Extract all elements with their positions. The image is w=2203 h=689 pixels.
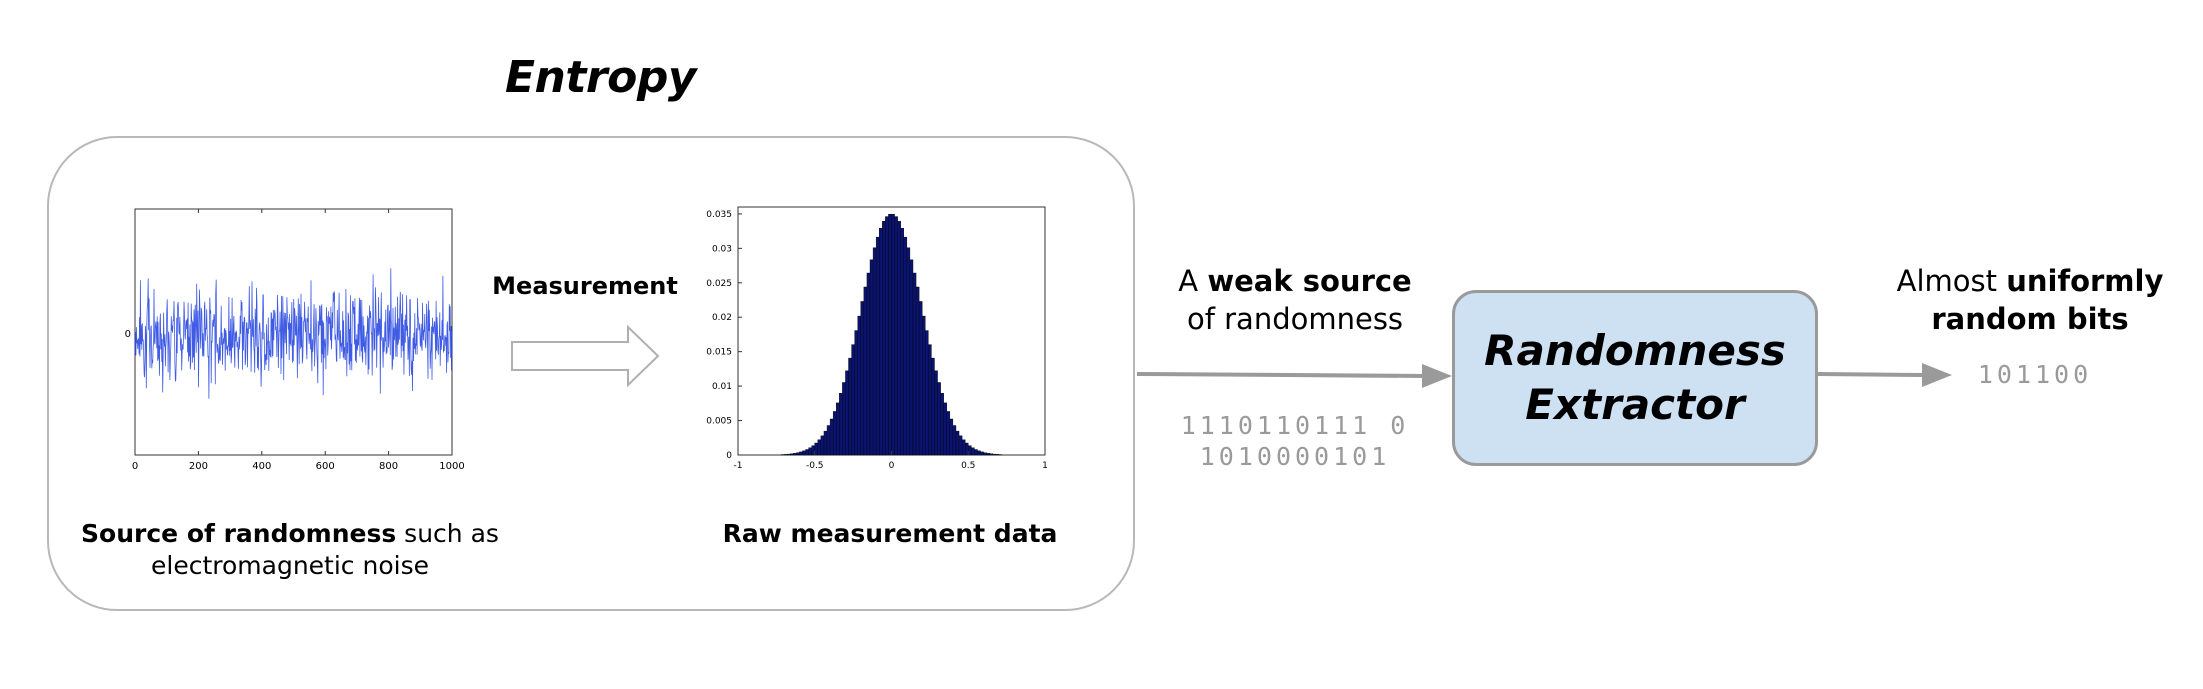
arrow-from-extractor: [1817, 372, 1926, 377]
input-bits-line-1: 1110110111 0: [1180, 411, 1410, 440]
uniform-bold-1: uniformly: [2006, 264, 2164, 298]
source-caption-rest-1: such as: [396, 519, 499, 548]
measurement-label: Measurement: [492, 272, 678, 300]
weak-source-label: A weak source of randomness: [1150, 262, 1440, 338]
input-bits: 1110110111 0 1010000101: [1150, 410, 1440, 472]
arrow-to-extractor-head: [1422, 364, 1452, 388]
extractor-line-1: Randomness: [1484, 326, 1786, 375]
weak-prefix: A: [1178, 264, 1208, 298]
source-caption: Source of randomness such as electromagn…: [80, 518, 500, 582]
output-bits: 101100: [1977, 360, 2093, 389]
source-caption-bold: Source of randomness: [81, 519, 397, 548]
extractor-line-2: Extractor: [1525, 380, 1745, 429]
uniform-prefix: Almost: [1896, 264, 2007, 298]
weak-rest: of randomness: [1186, 302, 1404, 336]
source-caption-rest-2: electromagnetic noise: [151, 551, 429, 580]
entropy-title: Entropy: [505, 52, 697, 103]
arrow-from-extractor-head: [1922, 363, 1952, 387]
uniform-bold-2: random bits: [1931, 302, 2129, 336]
uniform-bits-label: Almost uniformly random bits: [1880, 262, 2180, 338]
weak-bold: weak source: [1207, 264, 1412, 298]
randomness-extractor-box: Randomness Extractor: [1452, 290, 1818, 466]
raw-data-caption: Raw measurement data: [722, 519, 1058, 548]
input-bits-line-2: 1010000101: [1199, 442, 1391, 471]
entropy-container: [47, 136, 1135, 611]
arrow-to-extractor: [1136, 372, 1426, 378]
